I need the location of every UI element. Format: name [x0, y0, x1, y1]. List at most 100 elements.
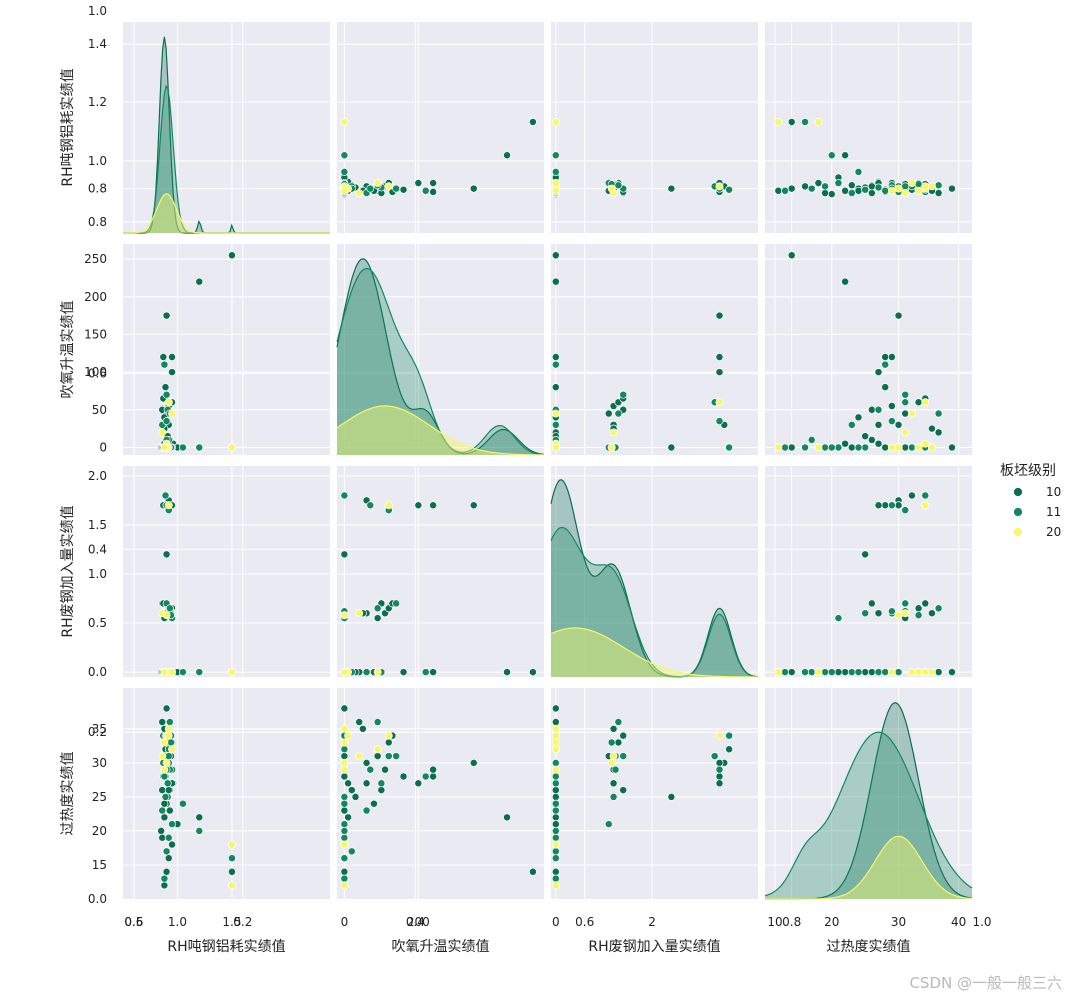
- scatter-point-11: [162, 847, 171, 856]
- scatter-point-20: [160, 668, 169, 677]
- x-tick-label: 20: [824, 915, 839, 929]
- x-tick-label: 1.0: [168, 915, 187, 929]
- scatter-point-10: [162, 550, 171, 559]
- scatter-point-20: [551, 443, 560, 452]
- scatter-point-20: [164, 501, 173, 510]
- scatter-point-10: [551, 277, 560, 286]
- y-axis-label: RH吨钢铝耗实绩值: [60, 68, 76, 186]
- kde-fill-1: [123, 86, 330, 233]
- scatter-point-10: [469, 758, 478, 767]
- scatter-point-10: [887, 402, 896, 410]
- panel-2-3: [765, 466, 972, 677]
- scatter-point-10: [715, 779, 724, 788]
- legend-label-11: 11: [1046, 505, 1061, 519]
- scatter-point-20: [607, 184, 616, 193]
- scatter-point-11: [195, 826, 204, 835]
- scatter-point-11: [914, 611, 923, 620]
- scatter-point-20: [921, 668, 930, 677]
- scatter-point-11: [168, 820, 176, 829]
- scatter-point-11: [551, 847, 560, 856]
- scatter-point-20: [907, 409, 916, 418]
- scatter-point-10: [715, 772, 724, 781]
- scatter-point-11: [392, 599, 401, 608]
- scatter-point-20: [384, 731, 393, 740]
- scatter-point-10: [362, 758, 371, 767]
- scatter-point-20: [551, 738, 560, 747]
- scatter-point-10: [787, 184, 796, 193]
- x-axis-label: RH废钢加入量实绩值: [588, 939, 720, 955]
- scatter-point-10: [195, 277, 204, 286]
- scatter-point-10: [619, 731, 628, 740]
- x-tick-label: 200: [407, 915, 430, 929]
- scatter-point-20: [160, 738, 169, 747]
- scatter-point-11: [178, 668, 187, 677]
- panel-1-2: [551, 244, 758, 455]
- scatter-point-11: [362, 806, 371, 815]
- scatter-point-20: [340, 724, 349, 733]
- y-tick-label: 0.8: [88, 215, 107, 229]
- scatter-point-10: [168, 368, 176, 377]
- scatter-point-11: [340, 167, 349, 176]
- scatter-point-10: [551, 383, 560, 392]
- scatter-point-11: [347, 847, 356, 856]
- scatter-point-11: [362, 668, 371, 677]
- scatter-point-20: [373, 668, 382, 677]
- scatter-point-11: [614, 409, 623, 418]
- scatter-point-10: [340, 806, 349, 815]
- scatter-point-11: [854, 167, 863, 176]
- x-tick-label: 0.4: [406, 915, 425, 929]
- scatter-point-10: [528, 867, 537, 876]
- scatter-point-10: [867, 189, 876, 197]
- panel-0-2: [551, 22, 758, 233]
- scatter-point-20: [340, 117, 349, 126]
- scatter-point-20: [384, 182, 393, 191]
- scatter-point-20: [340, 881, 349, 890]
- panel-3-1: [337, 688, 544, 899]
- scatter-point-10: [881, 501, 890, 510]
- y-tick-label: 1.0: [88, 154, 107, 168]
- scatter-point-11: [392, 184, 401, 193]
- scatter-point-10: [787, 443, 796, 452]
- scatter-point-10: [373, 614, 382, 623]
- scatter-point-10: [867, 435, 876, 444]
- y-tick-label: 0.5: [88, 616, 107, 630]
- scatter-point-20: [901, 189, 910, 197]
- scatter-point-20: [814, 668, 823, 677]
- scatter-point-10: [861, 550, 870, 559]
- scatter-point-11: [921, 491, 930, 500]
- scatter-point-11: [227, 854, 236, 863]
- scatter-point-11: [934, 181, 943, 190]
- kde-fill-0: [123, 36, 330, 233]
- scatter-point-11: [874, 668, 883, 677]
- scatter-point-11: [551, 151, 560, 160]
- scatter-point-10: [881, 443, 890, 452]
- legend-label-10: 10: [1046, 485, 1061, 499]
- scatter-point-10: [165, 806, 174, 815]
- scatter-point-10: [551, 251, 560, 260]
- scatter-point-20: [551, 409, 560, 418]
- scatter-point-10: [551, 718, 560, 726]
- scatter-point-10: [551, 786, 560, 795]
- scatter-point-10: [948, 443, 956, 452]
- scatter-point-10: [340, 772, 349, 781]
- kde-line-2: [123, 193, 330, 234]
- scatter-point-11: [854, 668, 863, 677]
- kde-line-1: [550, 526, 759, 678]
- kde-line-2: [336, 405, 544, 456]
- scatter-point-11: [934, 604, 943, 613]
- scatter-point-10: [715, 353, 724, 361]
- x-axis-label: 过热度实绩值: [827, 939, 911, 955]
- scatter-point-11: [861, 185, 870, 194]
- scatter-point-20: [894, 184, 903, 193]
- scatter-point-11: [901, 182, 910, 191]
- x-tick-label: 10: [767, 915, 782, 929]
- scatter-point-11: [161, 792, 170, 801]
- scatter-point-10: [370, 799, 378, 808]
- scatter-point-11: [781, 443, 789, 452]
- scatter-point-20: [162, 758, 171, 767]
- scatter-point-10: [162, 311, 171, 320]
- scatter-point-20: [551, 881, 560, 890]
- scatter-point-10: [921, 599, 930, 608]
- scatter-point-11: [165, 604, 174, 613]
- y-tick-label: 250: [84, 252, 107, 266]
